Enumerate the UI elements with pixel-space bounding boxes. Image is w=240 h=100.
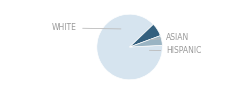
Text: ASIAN: ASIAN xyxy=(150,33,190,42)
Wedge shape xyxy=(97,14,162,80)
Wedge shape xyxy=(130,36,162,47)
Wedge shape xyxy=(130,24,160,47)
Text: HISPANIC: HISPANIC xyxy=(150,46,202,55)
Text: WHITE: WHITE xyxy=(52,24,121,32)
